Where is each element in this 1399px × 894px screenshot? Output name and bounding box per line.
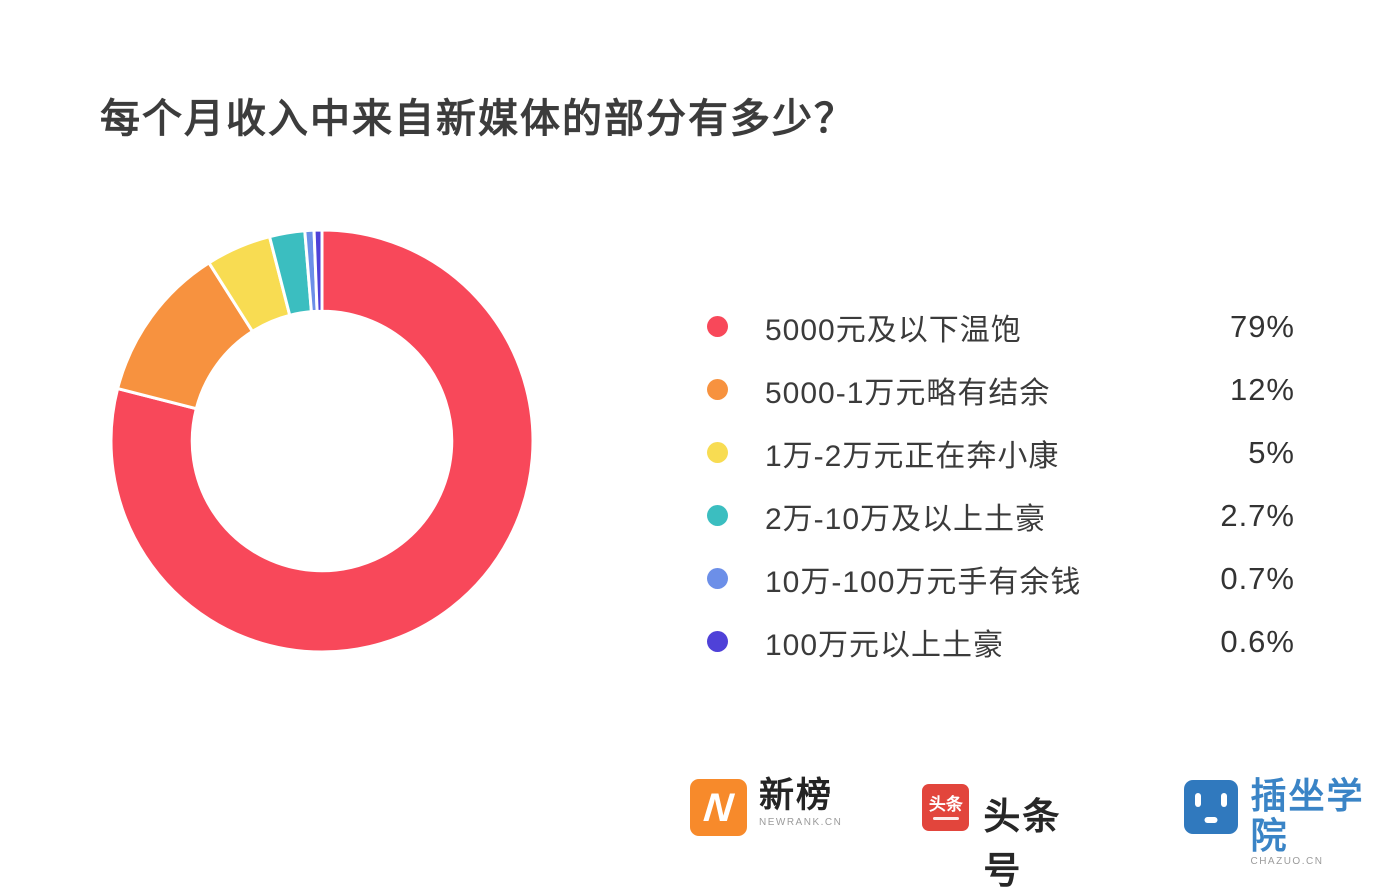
chazuo-logo-subtitle: CHAZUO.CN [1250,856,1324,868]
legend-value: 0.7% [1220,560,1295,596]
legend-dot-icon [707,442,728,463]
legend-label: 5000-1万元略有结余 [765,376,1051,410]
toutiao-glyph-bar [932,816,959,820]
chazuo-robot-face-icon [1184,780,1239,834]
legend-label: 2万-10万及以上土豪 [765,502,1047,536]
logo-chazuo: 插坐学院 CHAZUO.CN [1184,776,1399,867]
legend-value: 0.6% [1220,623,1295,659]
legend-dot-icon [707,631,728,652]
logo-newrank: N 新榜 NEWRANK.CN [690,776,842,836]
legend-value: 79% [1229,308,1295,344]
donut-slice [109,228,535,654]
robot-eye-icon [1221,793,1228,807]
legend-dot-icon [707,505,728,526]
legend-value: 2.7% [1220,497,1295,533]
donut-chart-svg [109,228,535,654]
legend-value: 12% [1229,371,1295,407]
legend-label: 100万元以上土豪 [765,628,1005,662]
footer-logos: N 新榜 NEWRANK.CN 头条 头条号 插坐学院 CHAZUO.CN [690,776,1399,894]
legend-dot-icon [707,568,728,589]
legend-dot-icon [707,316,728,337]
legend-row: 5000-1万元略有结余 12% [703,358,1295,421]
legend-row: 100万元以上土豪 0.6% [703,610,1295,673]
page-title: 每个月收入中来自新媒体的部分有多少？ [100,97,856,141]
robot-eye-icon [1195,793,1202,807]
newrank-logo-title: 新榜 [759,776,834,815]
legend-value: 5% [1248,434,1295,470]
newrank-n-glyph: N [701,785,736,830]
chart-legend: 5000元及以下温饱 79% 5000-1万元略有结余 12% 1万-2万元正在… [703,295,1295,673]
toutiao-logo-title: 头条号 [983,796,1062,891]
donut-chart [90,209,554,673]
toutiao-logo-icon: 头条 [922,784,970,831]
legend-label: 1万-2万元正在奔小康 [765,439,1060,473]
legend-label: 10万-100万元手有余钱 [765,565,1082,599]
legend-dot-icon [707,379,728,400]
robot-mouth-icon [1204,817,1218,823]
legend-row: 1万-2万元正在奔小康 5% [703,421,1295,484]
newrank-logo-icon: N [690,779,747,836]
legend-row: 5000元及以下温饱 79% [703,295,1295,358]
legend-row: 10万-100万元手有余钱 0.7% [703,547,1295,610]
legend-label: 5000元及以下温饱 [765,313,1022,347]
donut-slice [312,228,324,313]
legend-row: 2万-10万及以上土豪 2.7% [703,484,1295,547]
logo-toutiao: 头条 头条号 [922,776,1097,894]
toutiao-glyph: 头条 [928,794,963,814]
chazuo-logo-title: 插坐学院 [1250,775,1365,856]
newrank-logo-subtitle: NEWRANK.CN [759,817,843,829]
